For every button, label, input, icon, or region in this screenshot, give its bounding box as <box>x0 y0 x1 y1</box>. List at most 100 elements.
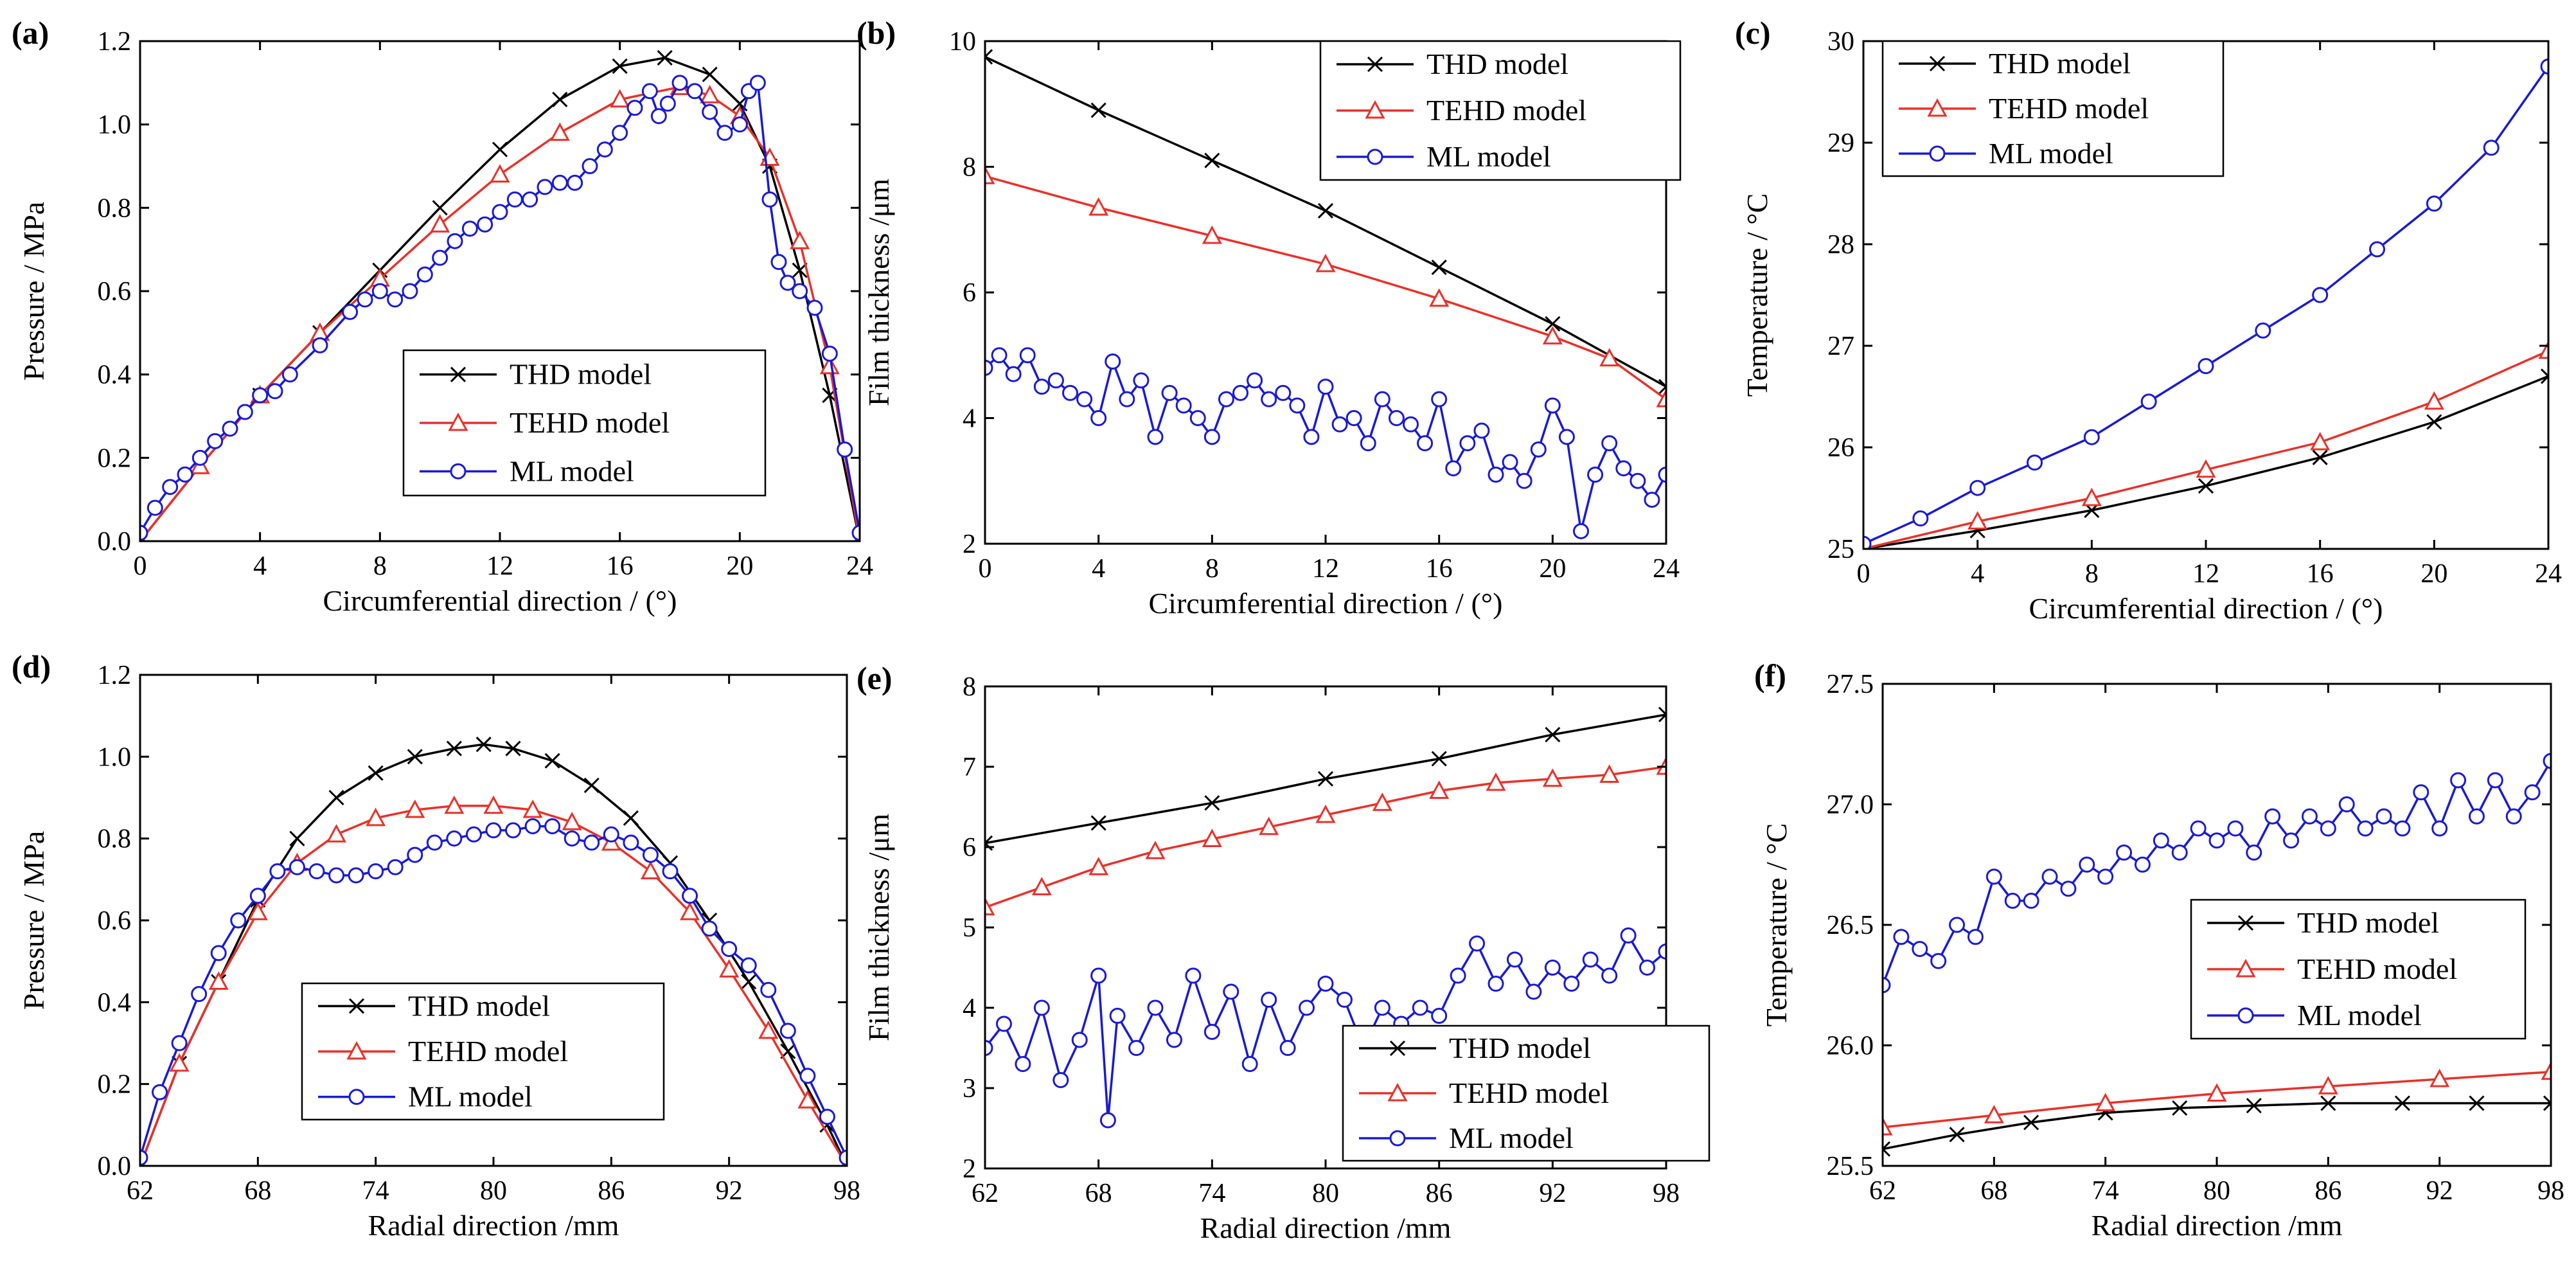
data-point-circle <box>289 859 305 875</box>
x-tick-label: 68 <box>1980 1176 2007 1206</box>
data-point-circle <box>650 108 667 125</box>
data-point-circle <box>642 846 659 863</box>
x-tick-label: 24 <box>1653 554 1680 584</box>
legend-entry-label: TEHD model <box>1449 1077 1609 1109</box>
x-tick-label: 16 <box>2307 559 2334 589</box>
data-point-cross <box>1317 771 1334 787</box>
data-point-circle <box>1204 429 1220 445</box>
y-tick-label: 30 <box>1827 27 1854 57</box>
series-line-triangle <box>985 175 1666 400</box>
panel-label: (e) <box>857 660 893 696</box>
data-point-circle <box>1883 977 1891 994</box>
data-point-cross <box>505 740 521 756</box>
data-point-triangle <box>1315 253 1336 273</box>
data-point-cross <box>657 49 673 66</box>
data-point-circle <box>2004 893 2021 909</box>
data-point-circle <box>2083 429 2100 445</box>
data-point-circle <box>1232 384 1248 401</box>
legend-entry-label: TEHD model <box>510 406 670 439</box>
data-point-circle <box>465 826 482 843</box>
y-axis-title: Temperature / °C <box>1760 823 1793 1027</box>
y-tick-label: 10 <box>949 27 976 57</box>
data-point-triangle <box>1429 780 1450 799</box>
data-point-triangle <box>1883 1116 1893 1136</box>
panel-label: (d) <box>12 648 51 684</box>
data-point-circle <box>1630 472 1646 489</box>
legend-entry-label: THD model <box>408 989 550 1022</box>
data-point-triangle <box>758 1020 779 1039</box>
legend-marker-circle <box>1367 148 1383 165</box>
data-point-circle <box>1985 868 2002 885</box>
data-point-circle <box>839 1149 847 1166</box>
legend-marker-cross <box>348 998 365 1014</box>
y-tick-label: 0.2 <box>98 1070 132 1100</box>
data-point-circle <box>2413 784 2429 801</box>
y-tick-label: 26 <box>1827 433 1854 463</box>
data-point-circle <box>1967 929 1984 945</box>
x-tick-label: 80 <box>1312 1179 1339 1208</box>
data-point-circle <box>1047 372 1064 389</box>
y-tick-label: 0.8 <box>98 825 132 854</box>
data-point-triangle <box>366 807 386 827</box>
y-tick-label: 2 <box>963 530 976 559</box>
y-axis-title: Temperature / °C <box>1741 193 1773 397</box>
data-point-circle <box>207 433 224 449</box>
legend-entry-label: ML model <box>1449 1122 1574 1154</box>
data-point-circle <box>567 174 583 191</box>
data-point-circle <box>721 941 738 958</box>
data-point-cross <box>1317 202 1334 219</box>
data-point-triangle <box>1202 225 1222 244</box>
x-tick-label: 62 <box>127 1176 154 1206</box>
data-point-circle <box>1090 967 1107 984</box>
data-point-circle <box>1530 441 1547 458</box>
data-point-circle <box>1071 1032 1088 1048</box>
x-tick-label: 92 <box>2426 1176 2453 1206</box>
data-point-circle <box>191 986 208 1003</box>
panel-label: (b) <box>857 15 896 51</box>
data-point-circle <box>2543 753 2551 769</box>
legend-marker-triangle <box>1927 98 1948 117</box>
data-point-circle <box>626 100 643 116</box>
data-point-triangle <box>1429 288 1450 307</box>
data-point-cross <box>1883 1141 1891 1157</box>
data-point-circle <box>1133 372 1150 389</box>
data-point-cross <box>368 765 384 781</box>
data-point-circle <box>1587 466 1604 483</box>
data-point-triangle <box>1968 511 1988 530</box>
data-point-triangle <box>790 231 810 249</box>
data-point-circle <box>2369 241 2385 258</box>
x-tick-label: 80 <box>2203 1176 2230 1206</box>
data-point-circle <box>348 867 364 884</box>
data-point-circle <box>544 818 561 835</box>
data-point-triangle <box>483 795 504 814</box>
panel-label: (a) <box>12 15 49 51</box>
data-point-triangle <box>1599 348 1620 367</box>
data-point-circle <box>249 888 266 904</box>
data-point-circle <box>686 83 703 100</box>
series-layer <box>140 49 860 541</box>
legend: THD model TEHD model ML model <box>1342 1024 1710 1162</box>
data-point-circle <box>1299 999 1315 1016</box>
data-point-circle <box>623 834 639 851</box>
panel-f-chart: 62 68 74 80 86 92 98 25.5 26.0 26.5 27.0 27.5 Radial… <box>1754 657 2564 1242</box>
data-point-circle <box>1620 927 1637 944</box>
x-tick-label: 68 <box>1085 1179 1112 1208</box>
legend-marker-triangle <box>2235 958 2256 978</box>
data-point-circle <box>2255 322 2271 339</box>
data-point-circle <box>2483 139 2500 156</box>
data-point-circle <box>1488 976 1504 992</box>
data-point-circle <box>2431 820 2448 837</box>
data-point-circle <box>641 83 658 100</box>
data-point-triangle <box>610 89 630 108</box>
x-tick-label: 86 <box>1426 1179 1453 1208</box>
data-point-triangle <box>2081 487 2102 506</box>
data-point-circle <box>477 216 493 233</box>
data-point-circle <box>447 233 463 249</box>
legend-entry-label: TEHD model <box>408 1035 568 1068</box>
legend-marker-cross <box>1389 1040 1406 1057</box>
data-point-circle <box>140 524 148 541</box>
data-point-circle <box>2140 393 2157 410</box>
data-point-circle <box>2060 881 2077 897</box>
panel-label: (c) <box>1735 15 1771 51</box>
data-point-circle <box>236 404 253 420</box>
